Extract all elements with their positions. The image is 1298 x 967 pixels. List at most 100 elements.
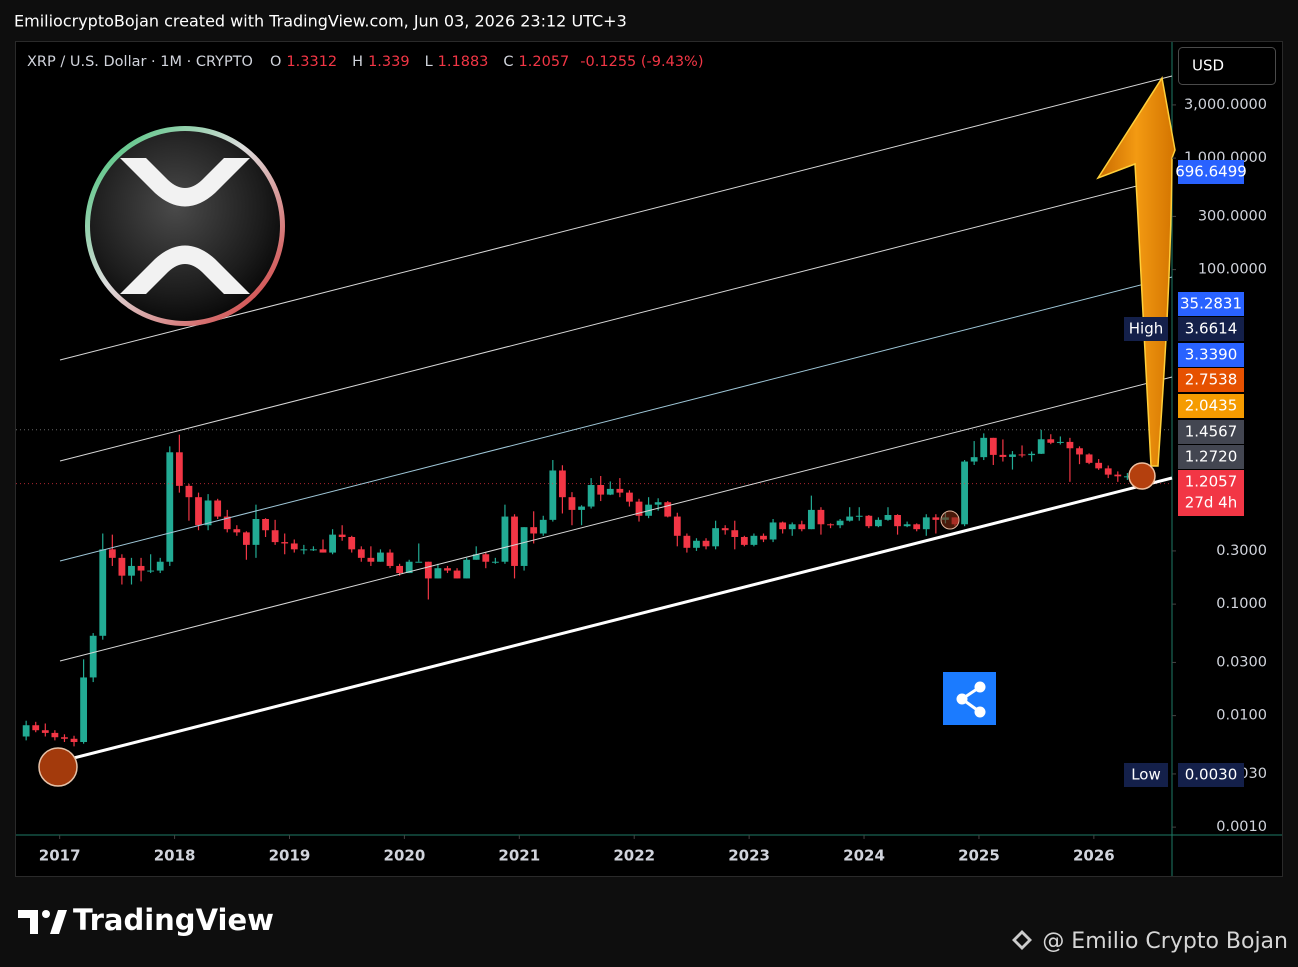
price-tag: 0.0030 [1185, 766, 1238, 784]
x-tick-label: 2022 [613, 847, 655, 865]
price-tag-bg [1178, 763, 1244, 787]
x-tick-label: 2020 [384, 847, 426, 865]
x-tick-label: 2018 [154, 847, 196, 865]
candle-body [1028, 453, 1036, 456]
x-tick-label: 2021 [498, 847, 540, 865]
price-tag: 2.7538 [1185, 371, 1238, 389]
candle-body [865, 515, 873, 527]
price-tag: 3.3390 [1185, 346, 1238, 364]
candle-body [463, 559, 471, 579]
candle-body [80, 677, 88, 743]
candle-body [980, 437, 988, 458]
logo-mark [50, 910, 67, 934]
legend-value: 1.339 [368, 54, 410, 70]
candle-body [606, 488, 614, 495]
candle-body [1009, 454, 1016, 457]
y-tick-label: 0.3000 [1216, 543, 1267, 559]
candle-body [348, 536, 356, 550]
price-tag-bg [1178, 317, 1244, 341]
candle-body [367, 557, 375, 562]
candle-body [922, 517, 930, 530]
price-tag-bg [1178, 470, 1244, 516]
currency-label[interactable]: USD [1192, 57, 1224, 75]
candle-body [252, 519, 260, 545]
credit-icon [1012, 930, 1032, 950]
legend-change: -0.1255 (-9.43%) [580, 54, 704, 70]
marker-circle [940, 510, 960, 530]
candle-body [386, 552, 394, 566]
candle-body [626, 492, 633, 502]
candle-body [424, 561, 432, 579]
candle-body [683, 535, 691, 548]
y-tick-label: 100.0000 [1198, 262, 1267, 278]
candle-body [616, 488, 624, 493]
legend-value: 1.2057 [518, 54, 570, 70]
price-tag: 3.6614 [1185, 320, 1238, 338]
icon-dot [956, 693, 968, 705]
candle-body [482, 554, 490, 562]
candle-body [415, 561, 423, 563]
legend-value: 1.3312 [286, 54, 338, 70]
ripple-icon [943, 672, 996, 725]
price-tag-bg [1178, 292, 1244, 316]
tag-key-bg [1124, 763, 1168, 787]
candle-body [760, 535, 767, 540]
currency-button[interactable] [1178, 47, 1276, 85]
candle-body [693, 540, 700, 548]
candle-body [721, 528, 729, 531]
candle-body [99, 549, 107, 636]
candle-body [530, 527, 538, 534]
candle-body [875, 519, 882, 527]
candle-body [511, 516, 518, 566]
candle-body [855, 515, 863, 517]
logo-mark [18, 910, 38, 934]
x-tick-label: 2017 [39, 847, 81, 865]
price-tag-bg [1178, 420, 1244, 444]
candle-body [587, 485, 595, 507]
candle-body [137, 565, 145, 571]
x-tick-label: 2019 [269, 847, 311, 865]
attribution: EmiliocryptoBojan created with TradingVi… [14, 12, 627, 31]
candle-body [798, 524, 806, 530]
candle-body [453, 570, 461, 579]
price-tag: 1.2720 [1185, 448, 1238, 466]
candle-body [156, 561, 164, 571]
y-tick-label: 0.0010 [1216, 819, 1267, 835]
candle-body [61, 737, 68, 739]
price-tag: 1.4567 [1185, 423, 1238, 441]
price-tag-bg [1178, 394, 1244, 418]
candle-body [654, 502, 662, 505]
credit: @ Emilio Crypto Bojan [1042, 929, 1288, 954]
candle-body [731, 530, 739, 537]
x-tick-label: 2025 [958, 847, 1000, 865]
channel-line [59, 176, 1173, 462]
candle-body [444, 568, 451, 571]
candle-body [769, 522, 777, 540]
tag-key: Low [1131, 766, 1161, 784]
ohlc-legend: XRP / U.S. Dollar · 1M · CRYPTO O 1.3312 … [27, 54, 709, 70]
candle-body [281, 542, 289, 544]
icon-dot [974, 681, 986, 693]
icon-bg [943, 672, 996, 725]
candle-body [51, 732, 59, 738]
y-tick-label: 0.0300 [1216, 654, 1267, 670]
target-arrow [1096, 75, 1176, 467]
candle-body [846, 516, 854, 521]
candle-body [520, 527, 528, 566]
coin-face [90, 131, 280, 321]
legend-value: 1.1883 [437, 54, 489, 70]
candle-body [214, 500, 222, 517]
candle-body [434, 568, 442, 579]
candle-body [884, 514, 892, 520]
candle-body [1085, 454, 1093, 463]
candle-body [310, 549, 317, 551]
candle-body [913, 524, 921, 530]
candle-body [204, 500, 212, 526]
icon-dot [974, 706, 986, 718]
candle-body [539, 519, 547, 534]
candle-body [290, 543, 298, 550]
candle-body [827, 524, 834, 526]
candle-body [578, 506, 585, 510]
candle-body [338, 534, 346, 537]
